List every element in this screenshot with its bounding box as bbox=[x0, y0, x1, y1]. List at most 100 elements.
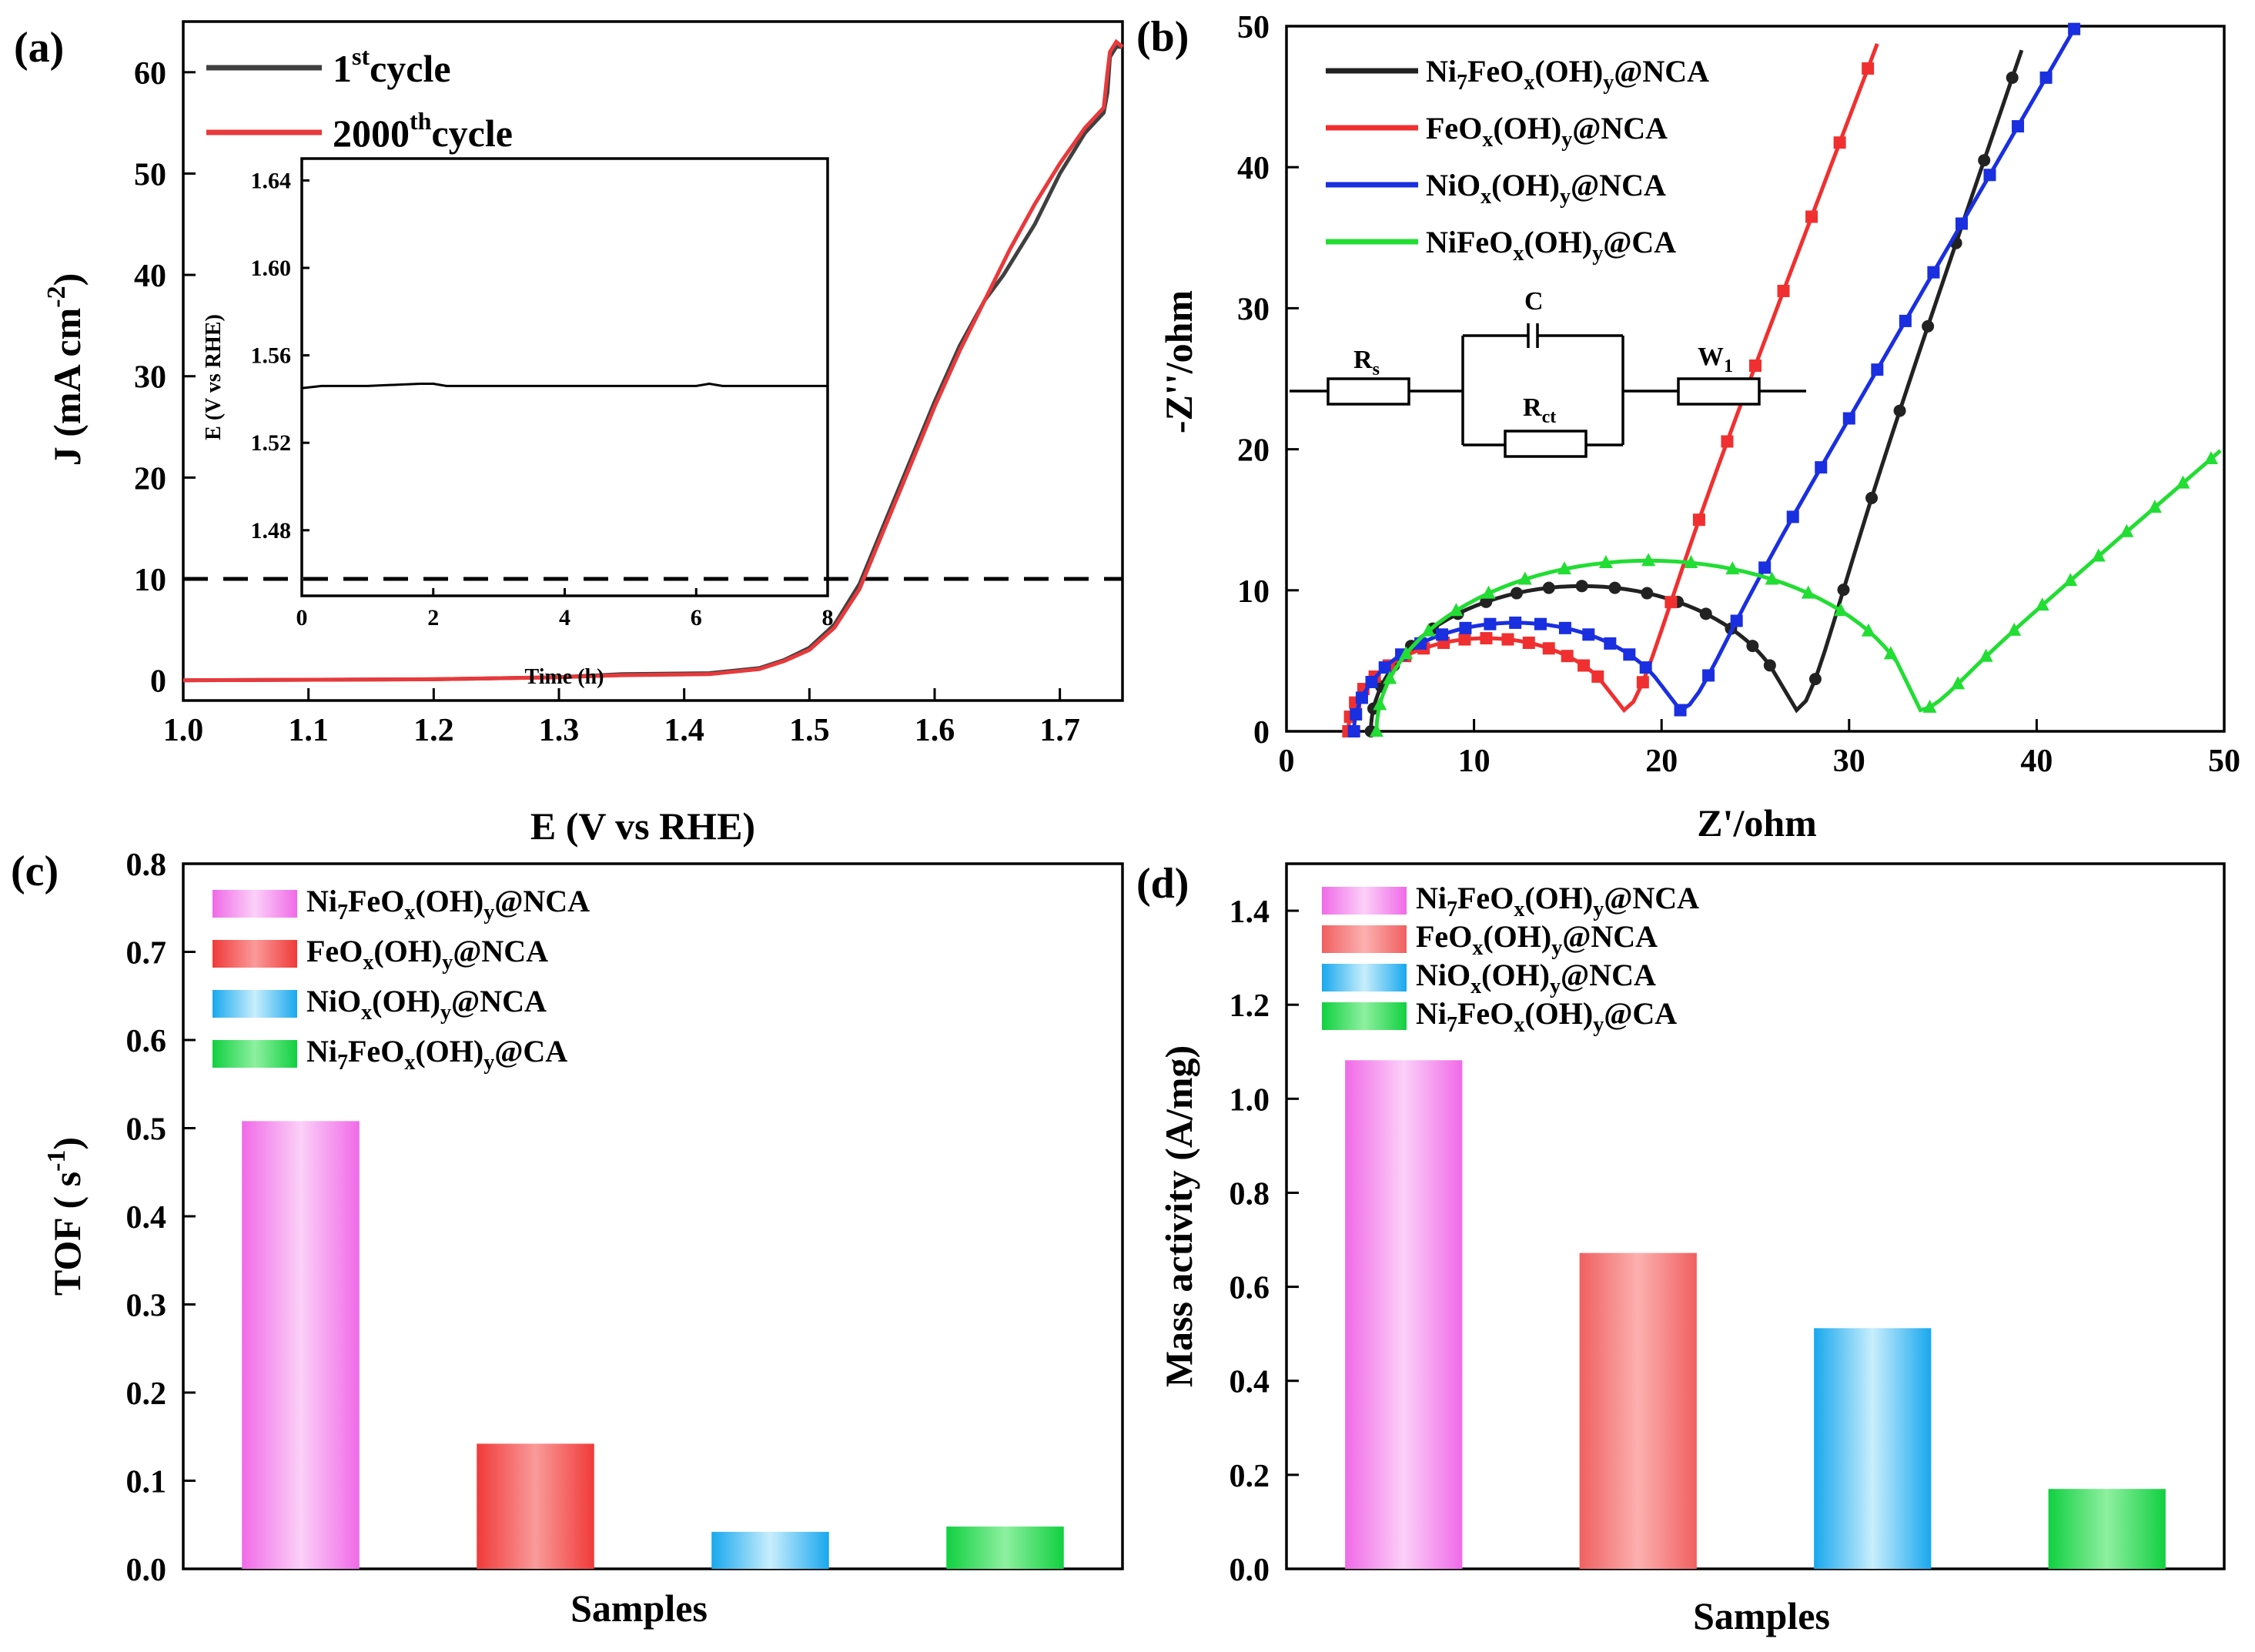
panel-b-y-tick-label: 30 bbox=[1237, 292, 1270, 327]
panel-b-legend-label-feox-oh-y-nca: FeOx(OH)y@NCA bbox=[1426, 111, 1668, 152]
panel-b-point-niox-oh-y-nca bbox=[2012, 120, 2025, 133]
panel-a-x-tick-label: 1.1 bbox=[288, 713, 329, 748]
panel-b-point-nifeox-oh-y-ca bbox=[1598, 555, 1613, 569]
panel-b-point-niox-oh-y-nca bbox=[1347, 725, 1360, 737]
panel-b-point-niox-oh-y-nca bbox=[1842, 412, 1855, 425]
panel-a-x-tick-label: 1.5 bbox=[789, 713, 830, 748]
panel-b-y-tick-label: 10 bbox=[1237, 574, 1270, 610]
panel-b-point-nifeox-oh-y-ca bbox=[1801, 585, 1815, 599]
panel-d-y-tick-label: 0.6 bbox=[1230, 1271, 1270, 1306]
panel-a-inset-stability-chart: 0 2 4 6 8 1.48 1.52 1.56 1.60 1.64 Time (h) E (V … bbox=[202, 157, 834, 689]
panel-b-point-niox-oh-y-nca bbox=[2039, 71, 2053, 84]
panel-d-y-tick-label: 1.0 bbox=[1230, 1082, 1270, 1118]
panel-b-point-feox-oh-y-nca bbox=[1777, 284, 1790, 297]
panel-b-point-niox-oh-y-nca bbox=[1355, 691, 1368, 704]
panel-b-x-tick-label: 0 bbox=[1279, 744, 1295, 779]
panel-c-y-tick-label: 0.0 bbox=[126, 1553, 167, 1588]
panel-b-point-nifeox-oh-y-ca bbox=[1861, 623, 1875, 637]
panel-b-point-nifeox-oh-y-ca bbox=[2203, 450, 2218, 464]
panel-c-legend-swatch-1 bbox=[212, 890, 297, 918]
panel-b-point-nifeox-oh-y-ca bbox=[1725, 561, 1740, 575]
panel-a-x-tick-label: 1.7 bbox=[1039, 713, 1080, 748]
panel-b-x-tick-label: 20 bbox=[1645, 744, 1678, 779]
panel-label-b: (b) bbox=[1136, 13, 1189, 61]
panel-c-bar-2 bbox=[477, 1443, 594, 1569]
panel-b-point-nifeox-oh-y-ca bbox=[1641, 553, 1656, 567]
panel-b-point-feox-oh-y-nca bbox=[1577, 659, 1591, 672]
panel-b-point-nifeox-oh-y-ca bbox=[2007, 622, 2022, 636]
panel-c-bar-4 bbox=[946, 1527, 1064, 1569]
panel-b-point-feox-oh-y-nca bbox=[1522, 637, 1535, 650]
panel-b-point-nifeox-oh-y-ca bbox=[1765, 571, 1779, 585]
panel-label-c: (c) bbox=[11, 848, 59, 895]
inset-x-tick-label: 6 bbox=[691, 605, 702, 630]
panel-b-point-feox-oh-y-nca bbox=[1542, 642, 1555, 655]
panel-b-point-nifeox-oh-y-ca bbox=[1517, 571, 1532, 585]
panel-d-legend-swatch-1 bbox=[1322, 887, 1407, 915]
panel-d-y-axis-label: Mass activity (A/mg) bbox=[1157, 1045, 1200, 1387]
inset-y-axis-label: E (V vs RHE) bbox=[202, 314, 226, 440]
panel-b-point-niox-oh-y-nca bbox=[1758, 561, 1772, 574]
panel-a-x-tick-label: 1.2 bbox=[413, 713, 454, 748]
legend-label-2000th-cycle: 2000thcycle bbox=[333, 107, 513, 155]
panel-c-x-axis-label: Samples bbox=[570, 1587, 708, 1630]
panel-c-legend-label-1: Ni7FeOx(OH)y@NCA bbox=[306, 884, 590, 925]
panel-b-point-niox-oh-y-nca bbox=[1484, 617, 1497, 630]
panel-b-x-tick-label: 40 bbox=[2020, 744, 2053, 779]
panel-b-point-nifeox-oh-y-ca bbox=[1684, 555, 1698, 569]
panel-c-legend-swatch-3 bbox=[212, 990, 297, 1018]
panel-b-point-ni7feox-oh-y-nca bbox=[1608, 581, 1621, 594]
panel-c-y-tick-label: 0.5 bbox=[126, 1112, 167, 1148]
inset-y-tick-label: 1.52 bbox=[251, 430, 292, 456]
panel-c-y-tick-label: 0.8 bbox=[126, 848, 167, 883]
panel-a-x-tick-label: 1.3 bbox=[539, 713, 580, 748]
panel-b-point-niox-oh-y-nca bbox=[1815, 461, 1828, 474]
panel-d-legend-label-3: NiOx(OH)y@NCA bbox=[1416, 958, 1656, 998]
panel-b-point-nifeox-oh-y-ca bbox=[1979, 648, 1993, 662]
panel-b-point-nifeox-oh-y-ca bbox=[2063, 573, 2078, 587]
panel-a-y-tick-label: 60 bbox=[134, 56, 166, 92]
panel-d-legend-swatch-2 bbox=[1322, 925, 1407, 953]
panel-b-point-niox-oh-y-nca bbox=[2068, 22, 2081, 35]
panel-b-point-feox-oh-y-nca bbox=[1833, 136, 1846, 149]
circuit-label-rct: Rct bbox=[1523, 393, 1556, 427]
panel-a-series-1st-cycle bbox=[182, 45, 1122, 683]
panel-c-legend-swatch-4 bbox=[212, 1040, 297, 1068]
panel-d-legend-label-2: FeOx(OH)y@NCA bbox=[1416, 919, 1658, 960]
panel-b-point-niox-oh-y-nca bbox=[1927, 266, 1940, 279]
panel-b-point-ni7feox-oh-y-nca bbox=[1837, 584, 1850, 597]
panel-d-x-axis-label: Samples bbox=[1693, 1594, 1830, 1637]
panel-b-point-niox-oh-y-nca bbox=[1786, 510, 1799, 523]
panel-b-point-nifeox-oh-y-ca bbox=[1421, 623, 1436, 637]
panel-a-y-axis-label: J (mA cm-2) bbox=[42, 273, 89, 466]
panel-b-point-niox-oh-y-nca bbox=[1604, 637, 1617, 650]
panel-d-bar-2 bbox=[1579, 1252, 1697, 1569]
panel-b-point-feox-oh-y-nca bbox=[1749, 359, 1762, 372]
inset-y-tick-label: 1.56 bbox=[251, 343, 292, 369]
panel-a-frame bbox=[182, 20, 1124, 702]
panel-b-point-ni7feox-oh-y-nca bbox=[1893, 404, 1906, 417]
panel-d-y-tick-label: 1.4 bbox=[1230, 895, 1270, 930]
panel-c-y-tick-label: 0.3 bbox=[126, 1289, 167, 1324]
panel-b-point-ni7feox-oh-y-nca bbox=[1922, 319, 1935, 333]
panel-b-y-tick-label: 0 bbox=[1253, 715, 1270, 751]
inset-frame bbox=[300, 157, 829, 597]
panel-b-point-feox-oh-y-nca bbox=[1805, 210, 1818, 223]
panel-c-legend-label-2: FeOx(OH)y@NCA bbox=[306, 934, 548, 975]
panel-b-point-nifeox-oh-y-ca bbox=[2119, 523, 2134, 537]
panel-b-point-nifeox-oh-y-ca bbox=[2176, 475, 2190, 489]
panel-b-legend-label-ni7feox-oh-y-nca: Ni7FeOx(OH)y@NCA bbox=[1426, 54, 1709, 95]
panel-b-point-niox-oh-y-nca bbox=[1639, 661, 1652, 674]
panel-b-y-tick-label: 20 bbox=[1237, 433, 1270, 469]
panel-a-x-tick-label: 1.6 bbox=[915, 713, 955, 748]
panel-b-point-niox-oh-y-nca bbox=[1955, 217, 1968, 230]
panel-d-bar-4 bbox=[2048, 1489, 2166, 1569]
panel-c-tof-bar-chart: 0.0 0.1 0.2 0.3 0.4 0.5 0.6 0.7 0.8 Ni7FeOx(OH)y… bbox=[42, 848, 1124, 1630]
panel-b-point-niox-oh-y-nca bbox=[1674, 704, 1687, 717]
panel-b-point-nifeox-oh-y-ca bbox=[1373, 697, 1387, 711]
panel-b-point-niox-oh-y-nca bbox=[1899, 314, 1912, 327]
panel-d-mass-activity-bar-chart: 0.0 0.2 0.4 0.6 0.8 1.0 1.2 1.4 Ni7FeOx(OH)y@NC… bbox=[1157, 862, 2226, 1637]
panel-b-point-feox-oh-y-nca bbox=[1721, 435, 1734, 448]
panel-c-legend-label-3: NiOx(OH)y@NCA bbox=[306, 984, 547, 1025]
